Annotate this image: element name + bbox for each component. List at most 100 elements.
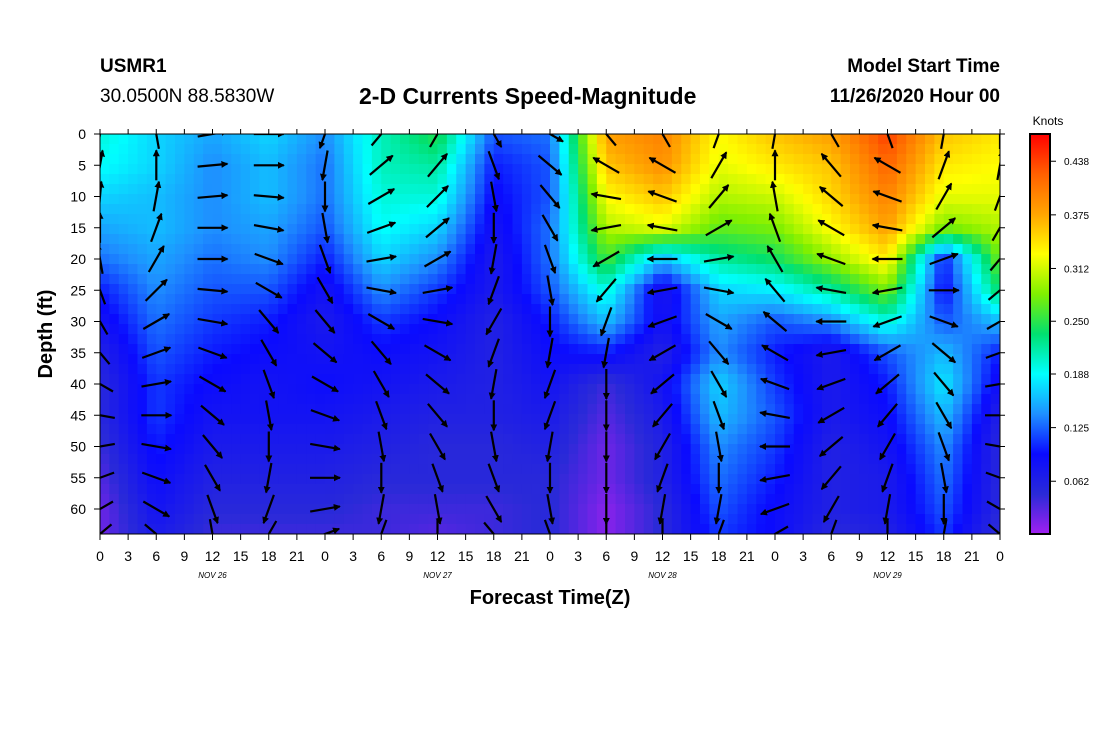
heatmap-cell [728, 454, 739, 465]
heatmap-cell [775, 214, 785, 225]
heatmap-cell [212, 424, 223, 435]
heatmap-cell [812, 204, 823, 215]
heatmap-cell [315, 184, 326, 195]
heatmap-cell [278, 424, 289, 435]
heatmap-cell [296, 264, 307, 275]
heatmap-cell [146, 254, 157, 265]
heatmap-cell [240, 264, 251, 275]
heatmap-cell [775, 374, 785, 385]
heatmap-cell [728, 384, 739, 395]
heatmap-cell [859, 344, 870, 355]
heatmap-cell [184, 314, 195, 325]
heatmap-cell [446, 494, 457, 505]
heatmap-cell [671, 464, 682, 475]
heatmap-cell [775, 494, 785, 505]
heatmap-cell [250, 404, 260, 415]
heatmap-cell [850, 434, 860, 445]
heatmap-cell [428, 484, 439, 495]
heatmap-cell [971, 524, 982, 534]
heatmap-cell [868, 274, 879, 285]
heatmap-cell [971, 274, 982, 285]
heatmap-cell [634, 514, 645, 525]
heatmap-cell [334, 134, 345, 145]
heatmap-cell [690, 244, 701, 255]
heatmap-cell [700, 394, 710, 405]
heatmap-cell [540, 254, 551, 265]
heatmap-cell [625, 494, 635, 505]
heatmap-cell [221, 174, 232, 185]
heatmap-cell [400, 404, 410, 415]
heatmap-cell [793, 384, 804, 395]
heatmap-cell [400, 444, 410, 455]
heatmap-cell [503, 434, 514, 445]
heatmap-cell [737, 384, 748, 395]
heatmap-cell [184, 274, 195, 285]
heatmap-cell [690, 144, 701, 155]
heatmap-cell [700, 144, 710, 155]
heatmap-cell [400, 364, 410, 375]
heatmap-cell [700, 344, 710, 355]
heatmap-cell [746, 154, 757, 165]
heatmap-cell [240, 444, 251, 455]
heatmap-cell [296, 274, 307, 285]
heatmap-cell [296, 484, 307, 495]
heatmap-cell [981, 464, 992, 475]
heatmap-cell [690, 414, 701, 425]
direction-arrow [321, 527, 341, 534]
heatmap-cell [718, 384, 729, 395]
heatmap-cell [840, 144, 851, 155]
heatmap-cell [371, 374, 382, 385]
heatmap-cell [465, 154, 476, 165]
heatmap-cell [418, 504, 429, 515]
heatmap-cell [212, 464, 223, 475]
heatmap-cell [118, 254, 129, 265]
heatmap-cell [850, 164, 860, 175]
heatmap-cell [578, 334, 589, 345]
heatmap-cell [109, 274, 120, 285]
heatmap-cell [437, 434, 448, 445]
heatmap-cell [615, 434, 626, 445]
heatmap-cell [165, 414, 176, 425]
heatmap-cell [887, 274, 898, 285]
heatmap-cell [334, 294, 345, 305]
heatmap-cell [484, 284, 495, 295]
heatmap-cell [446, 394, 457, 405]
heatmap-cell [353, 504, 364, 515]
heatmap-cell [231, 334, 242, 345]
heatmap-cell [915, 224, 926, 235]
heatmap-cell [831, 374, 842, 385]
heatmap-cell [803, 404, 814, 415]
heatmap-cell [728, 484, 739, 495]
x-tick-label: 3 [799, 548, 807, 564]
heatmap-cell [784, 364, 795, 375]
heatmap-cell [315, 494, 326, 505]
heatmap-cell [109, 164, 120, 175]
heatmap-cell [653, 434, 664, 445]
heatmap-cell [259, 384, 270, 395]
heatmap-cell [784, 234, 795, 245]
heatmap-cell [971, 364, 982, 375]
heatmap-cell [409, 374, 420, 385]
heatmap-cell [925, 204, 935, 215]
colorbar-gradient [1029, 133, 1051, 535]
heatmap-cell [184, 434, 195, 445]
heatmap-cell [278, 134, 289, 145]
heatmap-cell [184, 194, 195, 205]
heatmap-cell [343, 134, 354, 145]
heatmap-cell [212, 164, 223, 175]
heatmap-cell [512, 184, 523, 195]
heatmap-cell [503, 444, 514, 455]
heatmap-cell [296, 244, 307, 255]
heatmap-cell [165, 164, 176, 175]
heatmap-cell [315, 374, 326, 385]
heatmap-cell [896, 214, 907, 225]
heatmap-cell [709, 294, 720, 305]
heatmap-cell [193, 324, 204, 335]
heatmap-cell [878, 434, 889, 445]
heatmap-cell [896, 474, 907, 485]
heatmap-cell [653, 134, 664, 145]
direction-arrow [100, 149, 106, 172]
heatmap-cell [840, 234, 851, 245]
heatmap-cell [287, 164, 298, 175]
heatmap-cell [550, 364, 560, 375]
